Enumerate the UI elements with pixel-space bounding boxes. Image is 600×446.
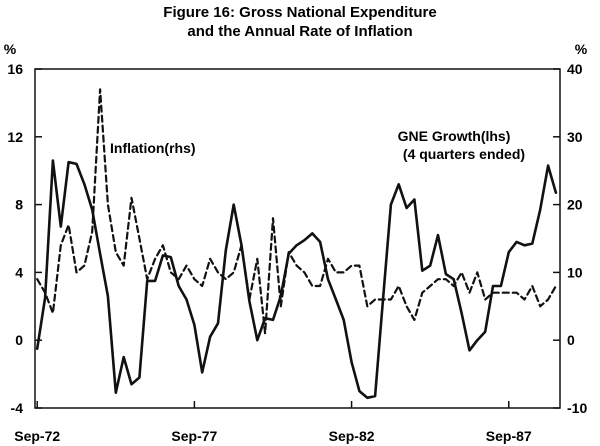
x-tick-label: Sep-72 [14, 428, 60, 444]
gne-annotation-line-2: (4 quarters ended) [403, 146, 525, 162]
left-tick-label: 4 [15, 264, 23, 280]
right-tick-label: 0 [567, 332, 575, 348]
right-tick-label: 40 [567, 61, 583, 77]
right-tick-label: 10 [567, 264, 583, 280]
left-axis-unit-label: % [4, 41, 17, 57]
left-tick-label: 8 [15, 197, 23, 213]
x-tick-label: Sep-82 [329, 428, 375, 444]
chart-title-line-1: Figure 16: Gross National Expenditure [163, 4, 436, 21]
right-tick-label: -10 [567, 400, 587, 416]
left-axis: -4 0 4 8 12 16 [7, 61, 42, 416]
chart-title-line-2: and the Annual Rate of Inflation [187, 23, 412, 40]
left-tick-label: 0 [15, 332, 23, 348]
plot-frame [34, 68, 561, 409]
x-tick-label: Sep-87 [486, 428, 532, 444]
right-axis: -10 0 10 20 30 40 [553, 61, 587, 416]
left-tick-label: 16 [7, 61, 23, 77]
inflation-line [36, 88, 558, 335]
x-axis: Sep-72 Sep-77 Sep-82 Sep-87 [14, 401, 532, 444]
inflation-annotation: Inflation(rhs) [110, 140, 196, 156]
series-layer [35, 88, 558, 400]
left-tick-label: -4 [11, 400, 24, 416]
left-tick-label: 12 [7, 129, 23, 145]
gne-annotation-line-1: GNE Growth(lhs) [398, 128, 511, 144]
x-tick-label: Sep-77 [171, 428, 217, 444]
gne-growth-line [35, 159, 558, 400]
right-tick-label: 20 [567, 197, 583, 213]
right-axis-unit-label: % [575, 41, 588, 57]
right-tick-label: 30 [567, 129, 583, 145]
